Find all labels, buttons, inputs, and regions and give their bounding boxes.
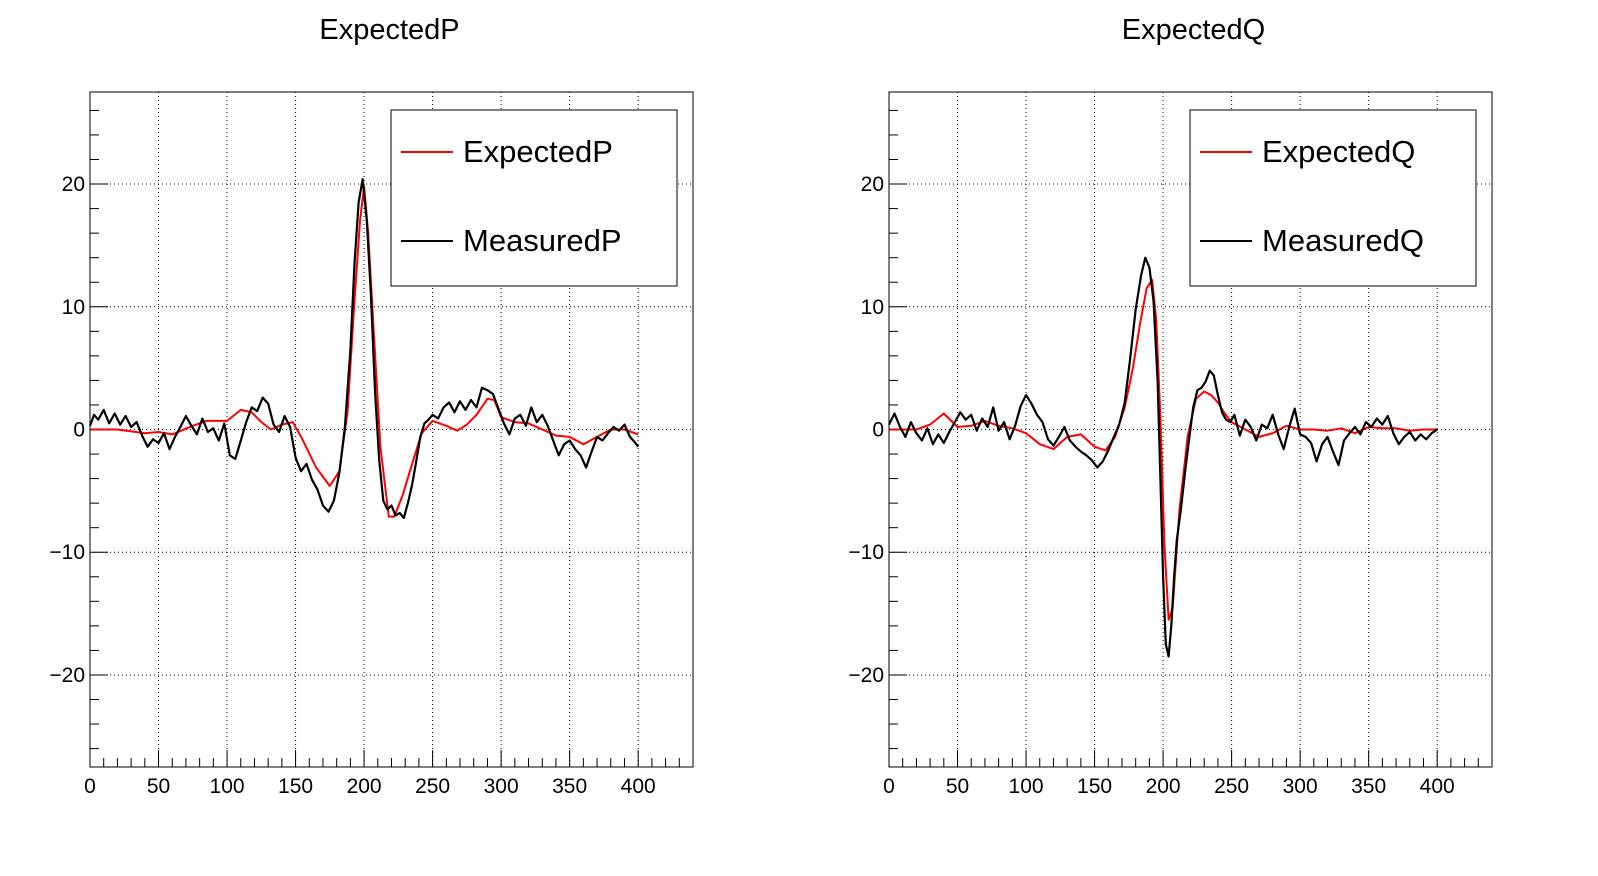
- plot-area: 0 50 100 150 200 250 300 350 400 −20 −10 0 10 20 Expec…: [848, 91, 1493, 798]
- y-tick-label: −10: [49, 541, 85, 564]
- x-tick-label: 50: [147, 775, 170, 798]
- legend-label-measuredp: MeasuredP: [463, 223, 622, 258]
- series-line-expectedp: [90, 185, 639, 518]
- x-tick-label: 0: [84, 775, 96, 798]
- x-tick-label: 100: [210, 775, 245, 798]
- plot-frame: [888, 91, 1493, 768]
- x-tick-label: 100: [1009, 775, 1044, 798]
- y-tick-label: 20: [861, 173, 884, 196]
- y-tick-label: 0: [872, 419, 884, 442]
- x-tick-label: 250: [1214, 775, 1249, 798]
- chart-title: ExpectedQ: [1121, 14, 1266, 46]
- x-tick-label: 300: [1283, 775, 1318, 798]
- legend-label-expectedp: ExpectedP: [463, 134, 613, 169]
- x-tick-label: 50: [946, 775, 969, 798]
- y-tick-label: 10: [62, 296, 85, 319]
- legend-box: [1189, 109, 1477, 287]
- y-tick-label: 0: [73, 419, 85, 442]
- x-tick-label: 150: [278, 775, 313, 798]
- x-tick-label: 250: [415, 775, 450, 798]
- x-tick-label: 400: [1420, 775, 1455, 798]
- series-line-measuredp: [88, 178, 640, 520]
- x-tick-label: 350: [1351, 775, 1386, 798]
- y-tick-label: 20: [62, 173, 85, 196]
- x-tick-label: 400: [621, 775, 656, 798]
- chart-panel-expectedq: ExpectedQ 0 50 100 150 200 250 300 350 400 −20 −10…: [799, 0, 1598, 876]
- x-tick-label: 350: [552, 775, 587, 798]
- x-tick-label: 150: [1077, 775, 1112, 798]
- y-tick-label: −10: [848, 541, 884, 564]
- y-tick-label: 10: [861, 296, 884, 319]
- plot-area: 0 50 100 150 200 250 300 350 400 −20 −10 0 10 20 Expec…: [49, 91, 694, 798]
- y-tick-label: −20: [49, 664, 85, 687]
- chart-title: ExpectedP: [319, 14, 460, 46]
- plot-frame: [89, 91, 694, 768]
- y-tick-label: −20: [848, 664, 884, 687]
- chart-panel-expectedp: ExpectedP 0 50 100 150 200 250 300 350 400 −20 −10…: [49, 14, 694, 798]
- x-tick-label: 300: [484, 775, 519, 798]
- x-tick-label: 200: [347, 775, 382, 798]
- legend-box: [390, 109, 678, 287]
- legend-label-expectedq: ExpectedQ: [1262, 134, 1415, 169]
- series-line-measuredq: [888, 256, 1438, 658]
- x-tick-label: 0: [883, 775, 895, 798]
- x-tick-label: 200: [1146, 775, 1181, 798]
- legend-label-measuredq: MeasuredQ: [1262, 223, 1424, 258]
